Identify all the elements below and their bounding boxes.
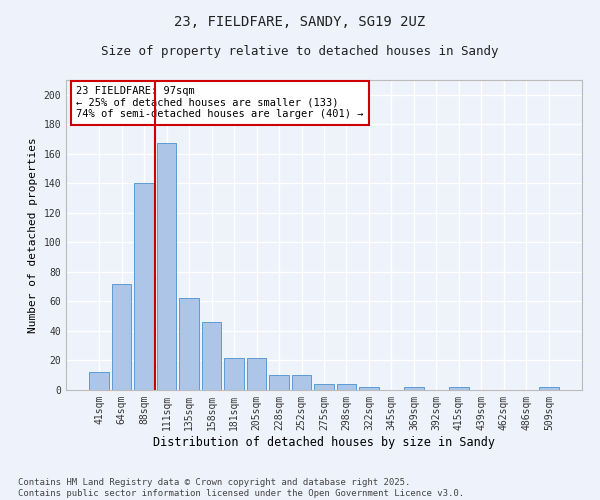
Bar bbox=[337, 384, 356, 390]
Text: 23, FIELDFARE, SANDY, SG19 2UZ: 23, FIELDFARE, SANDY, SG19 2UZ bbox=[175, 15, 425, 29]
Bar bbox=[157, 144, 176, 390]
Bar bbox=[314, 384, 334, 390]
Bar bbox=[539, 387, 559, 390]
Bar bbox=[224, 358, 244, 390]
Bar bbox=[179, 298, 199, 390]
Text: 23 FIELDFARE: 97sqm
← 25% of detached houses are smaller (133)
74% of semi-detac: 23 FIELDFARE: 97sqm ← 25% of detached ho… bbox=[76, 86, 364, 120]
Y-axis label: Number of detached properties: Number of detached properties bbox=[28, 137, 38, 333]
Bar bbox=[449, 387, 469, 390]
Bar bbox=[134, 184, 154, 390]
Bar bbox=[269, 375, 289, 390]
Text: Contains HM Land Registry data © Crown copyright and database right 2025.
Contai: Contains HM Land Registry data © Crown c… bbox=[18, 478, 464, 498]
Bar bbox=[292, 375, 311, 390]
Text: Size of property relative to detached houses in Sandy: Size of property relative to detached ho… bbox=[101, 45, 499, 58]
Bar bbox=[404, 387, 424, 390]
Bar bbox=[112, 284, 131, 390]
Bar bbox=[202, 322, 221, 390]
X-axis label: Distribution of detached houses by size in Sandy: Distribution of detached houses by size … bbox=[153, 436, 495, 448]
Bar bbox=[89, 372, 109, 390]
Bar bbox=[247, 358, 266, 390]
Bar bbox=[359, 387, 379, 390]
